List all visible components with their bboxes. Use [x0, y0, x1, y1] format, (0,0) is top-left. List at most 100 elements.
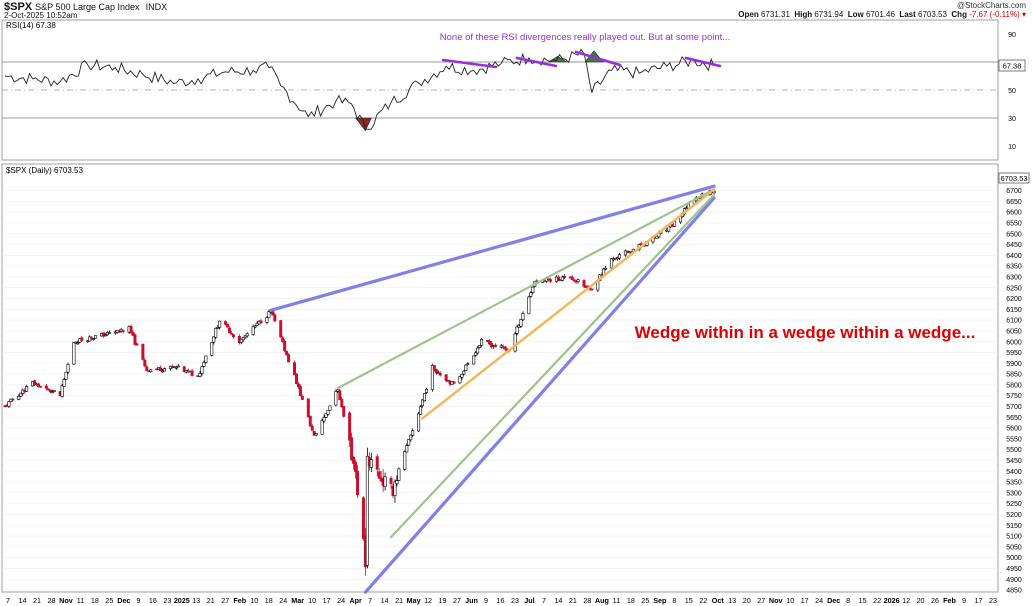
price-y-tick: 5100: [1006, 534, 1022, 541]
rsi-overbought-fill: [547, 56, 568, 63]
price-y-tick: 5500: [1006, 447, 1022, 454]
candle: [421, 399, 425, 408]
rsi-value-badge-box: [998, 59, 1026, 72]
x-axis-label: 7: [368, 596, 372, 605]
price-y-tick: 6250: [1006, 285, 1022, 292]
candle: [489, 341, 493, 349]
candle: [625, 250, 629, 254]
candle-body: [251, 325, 255, 335]
quote-datetime: 2-Oct-2025 10:52am: [4, 11, 78, 20]
candle-body: [287, 354, 291, 363]
candle-body: [348, 412, 352, 441]
candle: [324, 413, 328, 418]
candle-body: [397, 468, 401, 481]
x-axis-label: 10: [786, 596, 794, 605]
candle: [245, 332, 249, 338]
rsi-divergence-line: [515, 56, 558, 68]
candle-body: [296, 383, 300, 388]
candle-body: [143, 359, 147, 367]
x-axis-label: Jul: [524, 596, 534, 605]
candle: [604, 265, 608, 271]
candle-body: [361, 497, 365, 540]
price-y-tick: 5800: [1006, 382, 1022, 389]
candle-body: [617, 254, 621, 259]
candle-body: [556, 276, 560, 281]
candle: [320, 418, 324, 435]
candle: [419, 404, 423, 415]
x-axis-label: 18: [627, 596, 635, 605]
candle-body: [145, 366, 149, 371]
candle: [253, 324, 257, 329]
x-axis-label: 23: [511, 596, 519, 605]
x-axis-label: Dec: [117, 596, 130, 605]
rsi-divergence-line: [441, 58, 498, 69]
candle: [149, 369, 153, 373]
candle: [190, 368, 194, 377]
candle-body: [267, 311, 271, 319]
candle-body: [66, 364, 70, 373]
x-axis-label: 17: [323, 596, 331, 605]
x-axis-label: 22: [873, 596, 881, 605]
price-y-tick: 5650: [1006, 415, 1022, 422]
price-y-tick: 6050: [1006, 328, 1022, 335]
candle-body: [405, 445, 409, 453]
candle-body: [265, 317, 269, 323]
x-axis-label: Feb: [233, 596, 246, 605]
price-panel-frame: [1, 163, 999, 593]
candle-body: [314, 433, 318, 436]
candle-body: [393, 481, 397, 497]
candle: [547, 278, 551, 282]
exchange-label: INDX: [145, 2, 168, 12]
candle: [452, 380, 456, 384]
rsi-y-tick: 30: [1008, 116, 1016, 123]
candle: [527, 295, 531, 315]
candle: [285, 350, 289, 356]
candle-body: [458, 376, 462, 384]
price-grid: [2, 190, 998, 591]
candle-body: [135, 343, 139, 346]
candle: [549, 278, 553, 284]
candle-body: [493, 344, 497, 347]
candle-body: [121, 330, 125, 332]
price-y-tick: 6350: [1006, 264, 1022, 271]
candle-body: [243, 335, 247, 338]
candle-body: [529, 292, 533, 297]
x-axis-label: Sep: [653, 596, 667, 605]
candle-body: [210, 342, 214, 356]
rsi-oversold-fill: [354, 117, 372, 132]
x-axis-label: 11: [77, 596, 84, 605]
candle-body: [190, 370, 194, 376]
rsi-grid: [2, 61, 998, 119]
price-y-tick: 5950: [1006, 350, 1022, 357]
x-axis-label: 17: [975, 596, 983, 605]
price-y-tick: 6200: [1006, 296, 1022, 303]
candle-body: [409, 434, 413, 441]
candle-body: [214, 328, 218, 338]
candle-body: [354, 461, 358, 472]
rsi-y-tick: 50: [1008, 88, 1016, 95]
candle: [25, 384, 29, 392]
candle: [229, 331, 233, 335]
candle: [241, 336, 245, 342]
candle: [174, 365, 178, 370]
price-y-tick: 6400: [1006, 253, 1022, 260]
price-last-badge: 6703.53: [1000, 174, 1027, 183]
x-axis-label: 2026: [884, 596, 900, 605]
candle: [273, 312, 277, 323]
candle-body: [44, 385, 48, 389]
candle: [7, 401, 11, 408]
x-axis-label: 24: [337, 596, 345, 605]
candle: [466, 362, 470, 366]
candle: [131, 330, 135, 337]
x-axis-label: 27: [453, 596, 461, 605]
candle: [265, 316, 269, 325]
x-axis-label: 12: [902, 596, 910, 605]
candle: [310, 424, 314, 431]
candle-body: [560, 276, 564, 281]
candle: [239, 338, 243, 345]
candle-body: [430, 364, 434, 390]
candle-body: [421, 399, 425, 407]
candle-body: [452, 381, 456, 384]
x-axis-label: 25: [105, 596, 113, 605]
candle-body: [245, 333, 249, 337]
